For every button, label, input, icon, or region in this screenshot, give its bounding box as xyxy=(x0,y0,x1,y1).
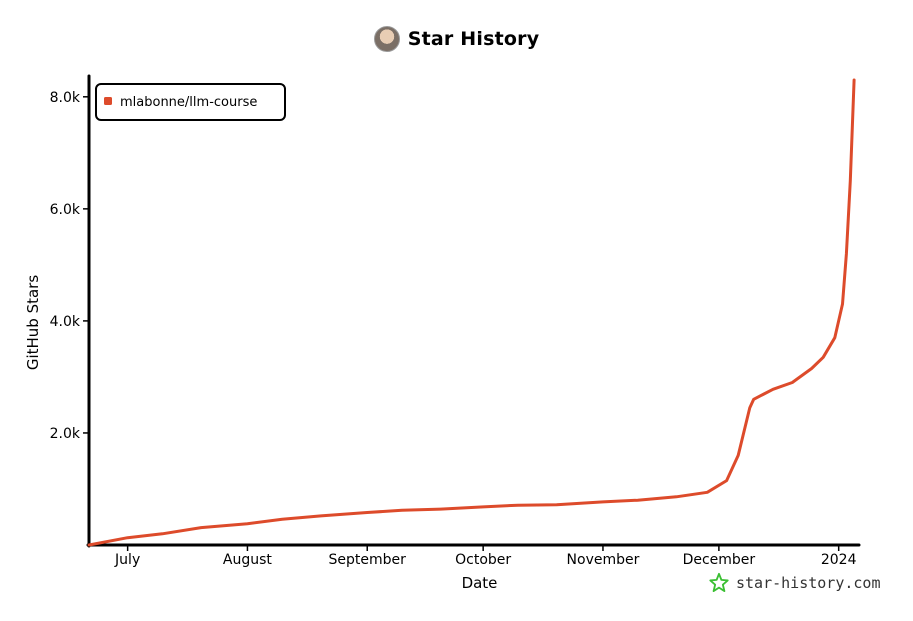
x-tick-label: September xyxy=(329,552,407,568)
brand-link[interactable]: star-history.com xyxy=(708,572,881,594)
x-tick-label: November xyxy=(567,552,640,568)
y-tick-label: 2.0k xyxy=(50,426,81,442)
y-tick-label: 8.0k xyxy=(50,90,81,106)
x-tick-label: August xyxy=(223,552,273,568)
series-line-0 xyxy=(87,78,856,547)
chart-title: Star History xyxy=(407,28,540,50)
legend-label: mlabonne/llm-course xyxy=(120,95,257,110)
legend-swatch xyxy=(104,97,112,105)
y-tick-label: 4.0k xyxy=(50,314,81,330)
chart-header: Star History xyxy=(0,26,913,52)
star-outline-icon xyxy=(709,572,729,592)
x-axis-title: Date xyxy=(462,574,498,592)
x-tick-label: July xyxy=(114,552,140,568)
x-tick-label: December xyxy=(683,552,756,568)
legend-box xyxy=(95,83,286,121)
x-tick-label: 2024 xyxy=(821,552,857,568)
y-tick-label: 6.0k xyxy=(50,202,81,218)
user-avatar-icon xyxy=(373,26,400,52)
x-tick-label: October xyxy=(455,552,511,568)
brand-label: star-history.com xyxy=(736,574,881,592)
y-axis-title: GitHub Stars xyxy=(24,275,42,371)
